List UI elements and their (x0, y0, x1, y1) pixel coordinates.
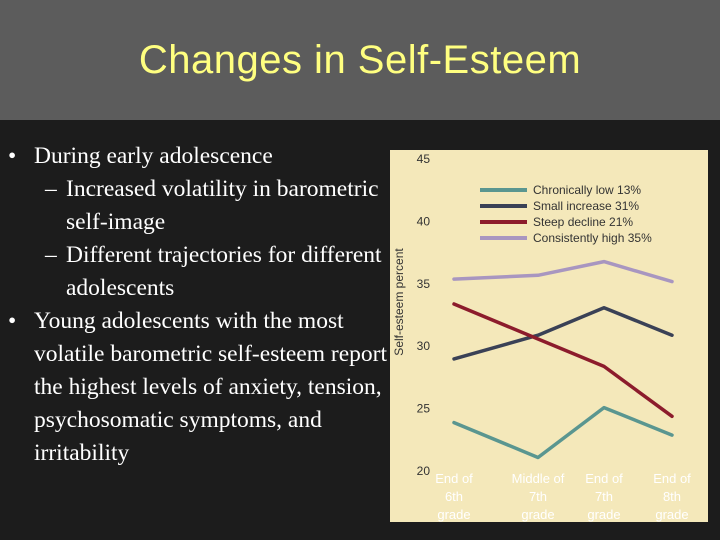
y-tick-label: 20 (417, 464, 431, 478)
sub-bullet-text: Increased volatility in barometric self-… (66, 176, 379, 235)
legend-entry: Steep decline 21% (533, 215, 633, 229)
series-line-consistently-high (452, 259, 674, 284)
chart-container: Self-esteem percent 20 25 30 35 40 45 Chronic… (390, 150, 708, 522)
x-tick-label: End of 8th grade (653, 471, 691, 522)
series-line-steep-decline (452, 302, 674, 419)
series-line-small-increase (452, 306, 674, 361)
y-tick-label: 40 (417, 214, 431, 228)
sub-bullet-item: – Different trajectories for different a… (8, 239, 396, 305)
y-axis-label: Self-esteem percent (392, 248, 406, 356)
chart-background (390, 150, 708, 522)
legend-entry: Small increase 31% (533, 199, 639, 213)
title-bar: Changes in Self-Esteem (0, 0, 720, 120)
legend-entry: Consistently high 35% (533, 231, 652, 245)
sub-bullet-item: – Increased volatility in barometric sel… (8, 173, 396, 239)
x-tick-label: End of 7th grade (585, 471, 623, 522)
y-tick-label: 30 (417, 339, 431, 353)
bullet-list: • During early adolescence – Increased v… (8, 140, 396, 470)
bullet-text: During early adolescence (34, 143, 273, 169)
x-tick-label: Middle of 7th grade (512, 471, 565, 522)
bullet-item: • During early adolescence (8, 140, 396, 173)
bullet-text: Young adolescents with the most volatile… (34, 308, 387, 466)
series-line-chronically-low (452, 405, 674, 460)
legend-entry: Chronically low 13% (533, 183, 641, 197)
y-tick-label: 35 (417, 277, 431, 291)
x-tick-label: End of 6th grade (435, 471, 473, 522)
bullet-marker: • (8, 308, 17, 334)
sub-bullet-marker: – (45, 176, 57, 202)
slide-title: Changes in Self-Esteem (138, 37, 582, 82)
y-tick-label: 45 (417, 152, 431, 166)
bullet-marker: • (8, 143, 17, 169)
self-esteem-chart: Self-esteem percent 20 25 30 35 40 45 Chronic… (390, 150, 708, 522)
sub-bullet-marker: – (45, 242, 57, 268)
bullet-item: • Young adolescents with the most volati… (8, 305, 396, 470)
y-tick-label: 25 (417, 402, 431, 416)
sub-bullet-text: Different trajectories for different ado… (66, 242, 382, 301)
